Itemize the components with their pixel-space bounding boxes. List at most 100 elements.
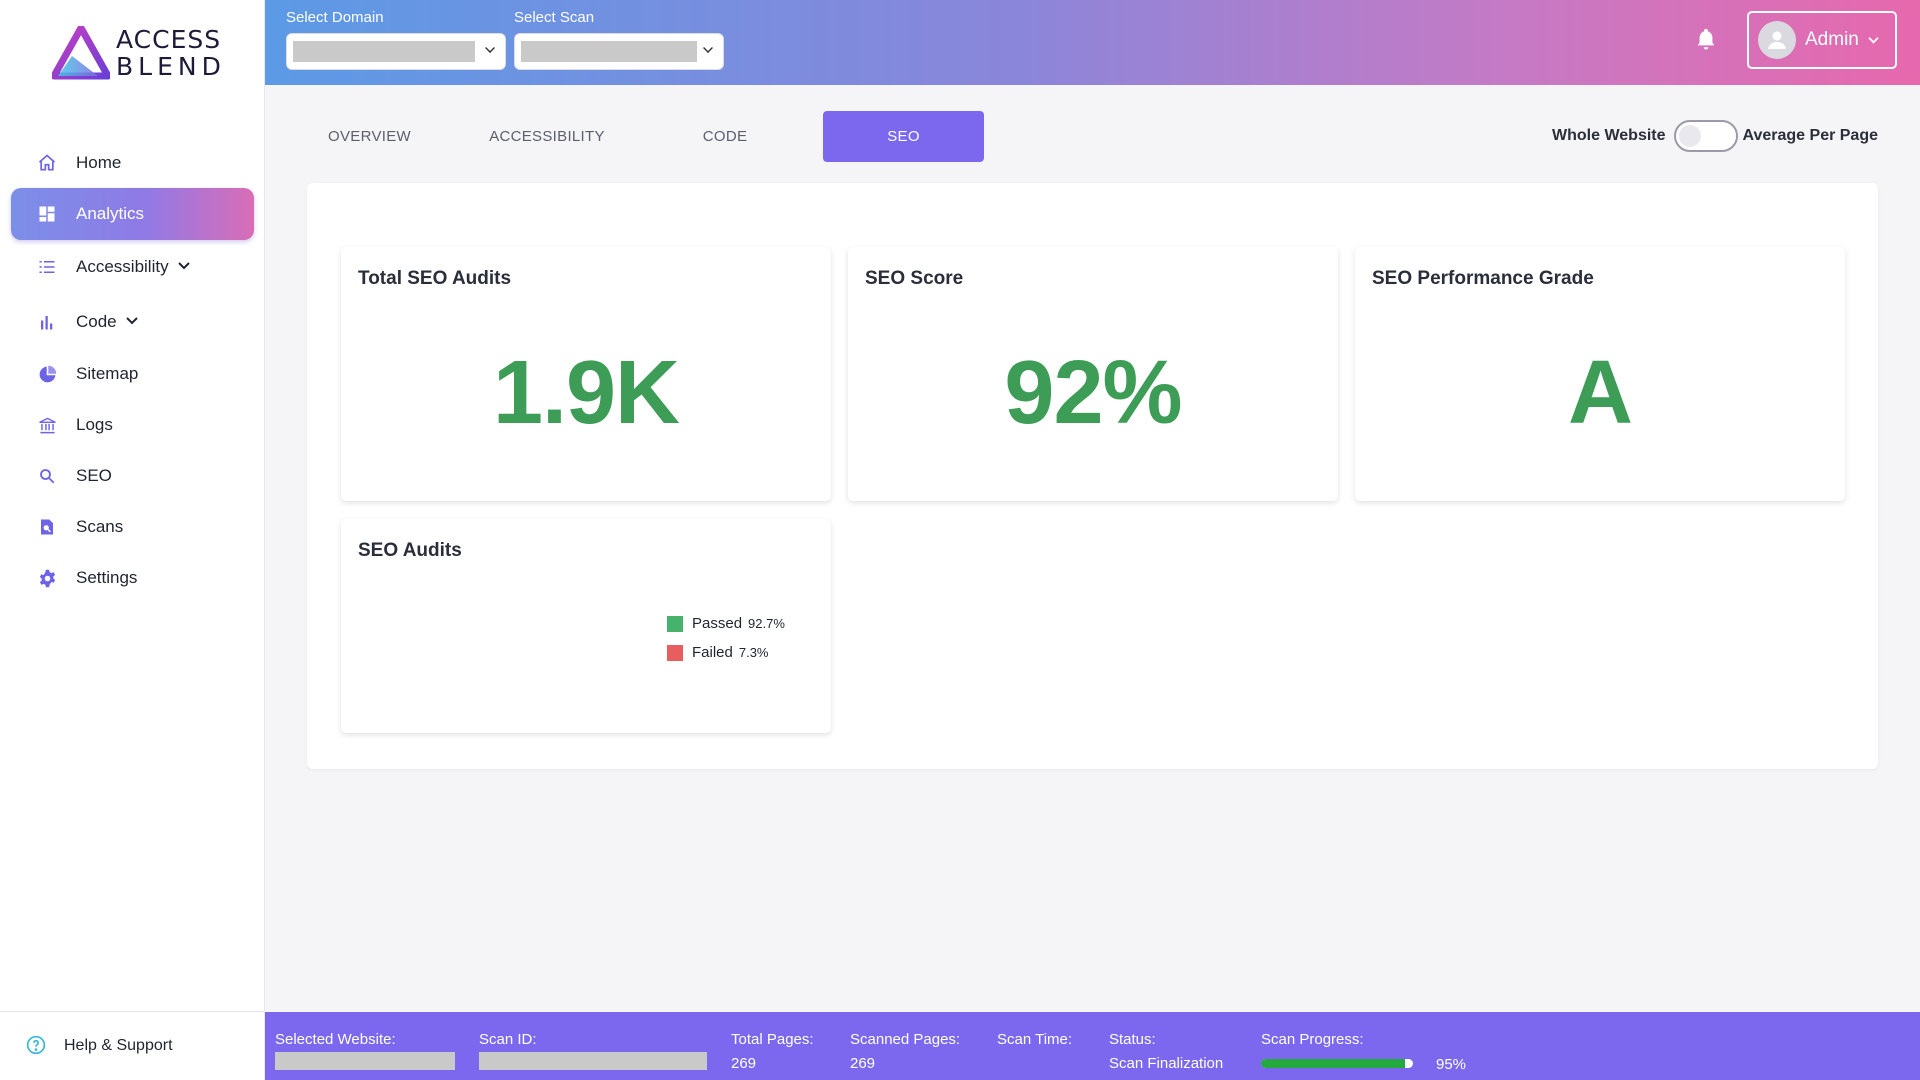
status-label: Status: xyxy=(1109,1031,1156,1048)
sidebar-item-label: Scans xyxy=(76,517,124,536)
scanned-pages: Scanned Pages: 269 xyxy=(850,1031,960,1072)
sidebar-item-sitemap[interactable]: Sitemap xyxy=(11,348,254,400)
scan-progress-label: Scan Progress: xyxy=(1261,1031,1364,1048)
total-pages-value: 269 xyxy=(731,1055,757,1072)
scan-icon xyxy=(36,516,58,538)
scan-status-bar: Selected Website: Scan ID: Total Pages: … xyxy=(265,1012,1920,1080)
legend-value: 7.3% xyxy=(738,645,769,660)
sidebar-item-label: Accessibility xyxy=(76,257,169,276)
home-icon xyxy=(36,152,58,174)
sidebar-item-analytics[interactable]: Analytics xyxy=(11,188,254,240)
gear-icon xyxy=(36,567,58,589)
bar-chart-icon xyxy=(36,311,58,333)
chart-legend: Passed 92.7% Failed 7.3% xyxy=(667,609,785,667)
tab-seo[interactable]: SEO xyxy=(823,111,984,162)
sidebar-item-home[interactable]: Home xyxy=(11,137,254,189)
tab-accessibility[interactable]: ACCESSIBILITY xyxy=(489,128,605,145)
user-menu-button[interactable]: Admin xyxy=(1747,11,1897,69)
user-name: Admin xyxy=(1805,29,1859,50)
chevron-down-icon xyxy=(1867,29,1880,51)
legend-label: Passed xyxy=(692,615,743,632)
dashboard-icon xyxy=(36,203,58,225)
help-label: Help & Support xyxy=(64,1037,173,1054)
redacted-value xyxy=(275,1052,455,1070)
legend-item[interactable]: Failed 7.3% xyxy=(667,638,785,667)
selected-website: Selected Website: xyxy=(275,1031,455,1070)
scan-progress-fill xyxy=(1261,1059,1406,1068)
redacted-value xyxy=(293,41,475,62)
bell-icon[interactable] xyxy=(1695,27,1719,53)
help-support-link[interactable]: Help & Support xyxy=(0,1011,265,1080)
sidebar-item-label: SEO xyxy=(76,466,112,485)
logo-mark-icon xyxy=(52,26,110,80)
view-mode-switch[interactable] xyxy=(1673,120,1738,152)
brand-name: ACCESS BLEND xyxy=(116,27,226,79)
sidebar-item-accessibility[interactable]: Accessibility xyxy=(11,241,254,293)
card-title: SEO Audits xyxy=(358,540,462,561)
view-mode-toggle: Whole Website Average Per Page xyxy=(1552,120,1878,152)
sidebar-item-seo[interactable]: SEO xyxy=(11,450,254,502)
selected-website-label: Selected Website: xyxy=(275,1031,396,1048)
pie-chart-icon xyxy=(36,363,58,385)
sidebar-item-label: Sitemap xyxy=(76,364,139,383)
scan-progress-bar xyxy=(1261,1059,1413,1068)
domain-select[interactable] xyxy=(286,33,506,70)
scan-select-label: Select Scan xyxy=(514,9,595,26)
scan-status: Status: Scan Finalization xyxy=(1109,1031,1223,1072)
sidebar-item-logs[interactable]: Logs xyxy=(11,399,254,451)
list-icon xyxy=(36,256,58,278)
toggle-right-label: Average Per Page xyxy=(1742,127,1878,144)
brand-line-2: BLEND xyxy=(116,52,226,81)
sidebar-item-settings[interactable]: Settings xyxy=(11,552,254,604)
status-value: Scan Finalization xyxy=(1109,1055,1224,1072)
total-pages-label: Total Pages: xyxy=(731,1031,814,1048)
chevron-down-icon xyxy=(485,43,495,53)
chevron-down-icon xyxy=(703,43,713,53)
legend-item[interactable]: Passed 92.7% xyxy=(667,609,785,638)
scan-time-label: Scan Time: xyxy=(997,1031,1073,1048)
scanned-pages-label: Scanned Pages: xyxy=(850,1031,961,1048)
chevron-down-icon xyxy=(177,261,191,274)
scan-id-label: Scan ID: xyxy=(479,1031,537,1048)
scan-id: Scan ID: xyxy=(479,1031,707,1070)
legend-value: 92.7% xyxy=(748,616,785,631)
scanned-pages-value: 269 xyxy=(850,1055,876,1072)
legend-swatch xyxy=(667,644,683,661)
switch-knob xyxy=(1678,125,1701,147)
sidebar-item-code[interactable]: Code xyxy=(11,296,254,348)
card-title: SEO Performance Grade xyxy=(1372,268,1594,289)
card-value: 92% xyxy=(1004,343,1182,443)
bank-icon xyxy=(36,414,58,436)
domain-select-label: Select Domain xyxy=(286,9,384,26)
redacted-value xyxy=(521,41,697,62)
sidebar-item-label: Home xyxy=(76,153,122,172)
search-icon xyxy=(36,465,58,487)
top-header: Select Domain Select Scan Admin xyxy=(265,0,1920,85)
total-pages: Total Pages: 269 xyxy=(731,1031,814,1072)
tab-overview[interactable]: OVERVIEW xyxy=(328,128,411,145)
sidebar: ACCESS BLEND Home Analytics Accessibilit… xyxy=(0,0,265,1080)
legend-label: Failed xyxy=(692,644,733,661)
help-icon xyxy=(26,1035,48,1057)
sidebar-item-scans[interactable]: Scans xyxy=(11,501,254,553)
card-value: A xyxy=(1568,343,1633,443)
card-title: SEO Score xyxy=(865,268,964,289)
avatar xyxy=(1758,21,1796,59)
redacted-value xyxy=(479,1052,707,1070)
scan-select[interactable] xyxy=(514,33,724,70)
scan-progress-text: 95% xyxy=(1436,1056,1467,1073)
sidebar-item-label: Logs xyxy=(76,415,113,434)
sidebar-item-label: Settings xyxy=(76,568,138,587)
card-value: 1.9K xyxy=(492,343,680,443)
seo-audits-chart-card: SEO Audits Passed 92.7% Failed 7.3% xyxy=(341,519,831,733)
chevron-down-icon xyxy=(125,316,139,329)
brand-logo[interactable]: ACCESS BLEND xyxy=(52,26,226,80)
scan-time: Scan Time: xyxy=(997,1031,1072,1048)
brand-line-1: ACCESS xyxy=(116,25,222,54)
total-seo-audits-card: Total SEO Audits 1.9K xyxy=(341,247,831,501)
seo-score-card: SEO Score 92% xyxy=(848,247,1338,501)
sidebar-item-label: Code xyxy=(76,312,117,331)
legend-swatch xyxy=(667,615,683,632)
tab-code[interactable]: CODE xyxy=(702,128,748,145)
seo-analytics-panel: Total SEO Audits 1.9K SEO Score 92% SEO … xyxy=(307,183,1878,769)
